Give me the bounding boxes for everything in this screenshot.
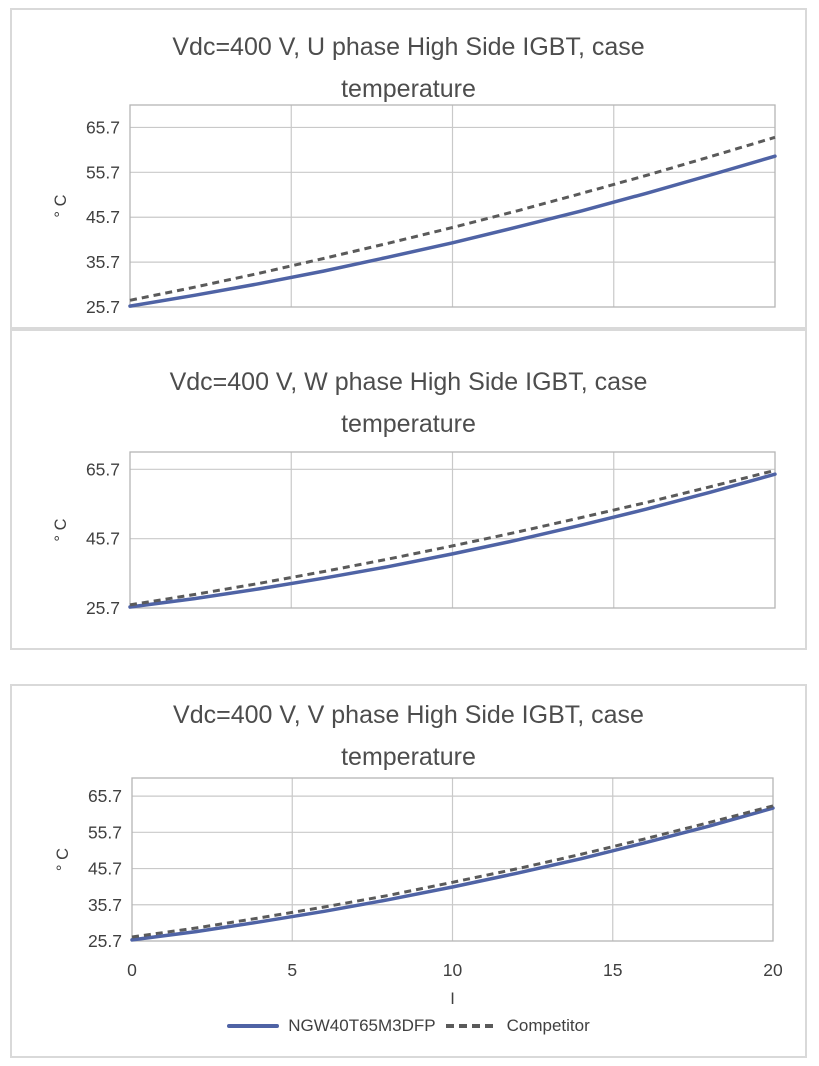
series-line-ngw40t65m3dfp	[130, 806, 775, 942]
x-tick-label: 10	[443, 960, 463, 980]
plot-frame	[131, 777, 774, 942]
y-tick-label: 35.7	[88, 895, 122, 915]
x-tick-label: 5	[287, 960, 297, 980]
series-line-competitor	[131, 804, 774, 939]
chart-panel-u-phase: Vdc=400 V, U phase High Side IGBT, case …	[10, 8, 807, 329]
chart-title-u-phase: Vdc=400 V, U phase High Side IGBT, case …	[12, 26, 805, 110]
chart-title-w-phase: Vdc=400 V, W phase High Side IGBT, case …	[12, 361, 805, 445]
y-axis-title: ° C	[54, 848, 72, 871]
plot-frame	[129, 451, 776, 609]
y-tick-label: 65.7	[86, 459, 120, 479]
series-line-ngw40t65m3dfp	[128, 472, 777, 609]
y-tick-label: 55.7	[86, 162, 120, 182]
series-line-competitor	[129, 468, 776, 607]
chart-title-line: Vdc=400 V, U phase High Side IGBT, case	[172, 33, 645, 61]
legend-item-ngw40t65m3dfp: NGW40T65M3DFP	[227, 1016, 436, 1036]
y-tick-label: 25.7	[86, 297, 120, 317]
x-axis-title: I	[450, 990, 455, 1008]
legend-solid-line-swatch	[227, 1024, 280, 1028]
y-tick-label: 55.7	[88, 822, 122, 842]
plot-frame	[129, 104, 776, 308]
x-tick-label: 15	[603, 960, 622, 980]
y-tick-label: 65.7	[88, 786, 122, 806]
legend-dashed-line-swatch	[445, 1024, 498, 1028]
chart-title-line: temperature	[341, 743, 476, 771]
chart-plot-v-phase: 25.7 35.7 45.7 55.7 65.7 ° C 0 5 10 15 20 I	[54, 777, 783, 1008]
legend-label: Competitor	[506, 1016, 590, 1035]
y-tick-label: 45.7	[86, 529, 120, 549]
chart-plot-u-phase: 25.7 35.7 45.7 55.7 65.7 ° C	[52, 104, 777, 317]
chart-panel-v-phase: Vdc=400 V, V phase High Side IGBT, case …	[10, 684, 807, 1058]
y-tick-label: 45.7	[86, 207, 120, 227]
y-axis-title: ° C	[52, 518, 70, 541]
y-tick-label: 25.7	[88, 931, 122, 951]
legend: NGW40T65M3DFP Competitor	[12, 1014, 805, 1038]
y-tick-label: 25.7	[86, 598, 120, 618]
chart-title-line: Vdc=400 V, W phase High Side IGBT, case	[169, 368, 648, 396]
legend-label: NGW40T65M3DFP	[288, 1016, 436, 1035]
y-axis-title: ° C	[52, 194, 70, 217]
legend-item-competitor: Competitor	[445, 1016, 590, 1036]
x-tick-label: 0	[127, 960, 137, 980]
chart-title-v-phase: Vdc=400 V, V phase High Side IGBT, case …	[12, 694, 805, 778]
chart-title-line: temperature	[341, 75, 476, 103]
series-line-ngw40t65m3dfp	[128, 154, 777, 308]
chart-title-line: temperature	[341, 410, 476, 438]
chart-panel-w-phase: Vdc=400 V, W phase High Side IGBT, case …	[10, 329, 807, 650]
y-tick-label: 45.7	[88, 859, 122, 879]
x-tick-label: 20	[763, 960, 783, 980]
chart-title-line: Vdc=400 V, V phase High Side IGBT, case	[173, 701, 644, 729]
series-line-competitor	[129, 135, 776, 302]
y-tick-label: 65.7	[86, 117, 120, 137]
y-tick-label: 35.7	[86, 252, 120, 272]
chart-plot-w-phase: 25.7 45.7 65.7 ° C	[52, 451, 777, 618]
